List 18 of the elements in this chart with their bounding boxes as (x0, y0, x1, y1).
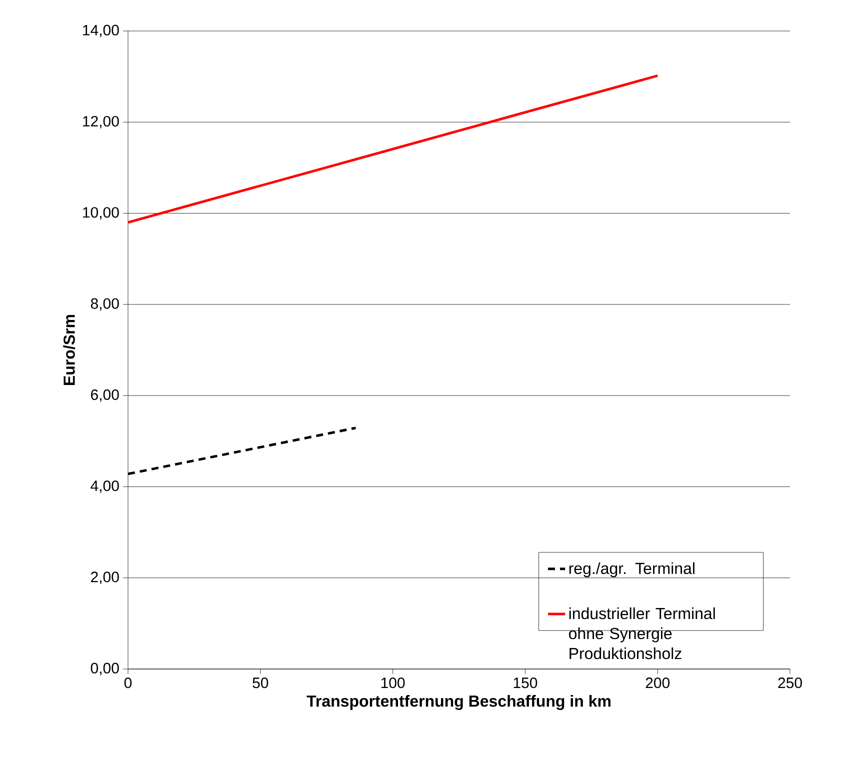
x-tick-label: 200 (646, 678, 670, 688)
y-tick-label: 12,00 (83, 116, 119, 128)
y-tick-label: 4,00 (90, 480, 119, 493)
legend-label: reg./agr. Terminal (569, 562, 694, 578)
x-tick-label: 50 (252, 678, 268, 688)
x-tick-label: 0 (124, 678, 132, 688)
x-tick-label: 100 (381, 678, 405, 688)
y-tick-label: 8,00 (90, 298, 119, 311)
x-tick-label: 250 (778, 678, 802, 688)
y-tick-label: 10,00 (83, 207, 119, 220)
x-tick-label: 150 (514, 678, 538, 688)
y-tick-label: 2,00 (91, 572, 119, 584)
y-tick-label: 14,00 (83, 24, 119, 38)
y-tick-label: 0,00 (90, 662, 119, 676)
x-axis-title: Transportentfernung Beschaffung in km (306, 695, 610, 710)
y-tick-label: 6,00 (91, 389, 119, 402)
y-axis-title: Euro/Srm (63, 314, 76, 385)
legend-label: industrieller Terminal ohne Synergie Produktionsholz (569, 607, 715, 660)
